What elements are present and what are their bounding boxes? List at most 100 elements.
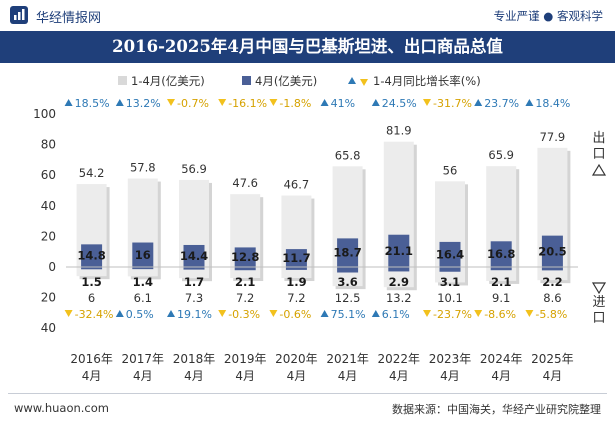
import-growth-down-arrow-icon bbox=[474, 310, 483, 317]
import-growth-up-arrow-icon bbox=[371, 310, 380, 317]
export-april-bar bbox=[388, 234, 410, 267]
import-april-value: 2.2 bbox=[542, 275, 562, 289]
import-cumulative-bar bbox=[127, 267, 158, 277]
import-growth-rate: 0.5% bbox=[126, 308, 154, 321]
export-growth-rate: -16.1% bbox=[228, 97, 267, 110]
import-april-value: 2.1 bbox=[235, 275, 255, 289]
y-tick-label: 100 bbox=[33, 107, 56, 121]
x-category-label: 4月 bbox=[338, 369, 358, 383]
export-april-value: 20.5 bbox=[538, 244, 566, 258]
import-growth-rate: -0.6% bbox=[279, 308, 311, 321]
import-april-bar bbox=[490, 267, 512, 271]
chart: 1-4月(亿美元) 4月(亿美元) 1-4月同比增长率(%)100806040200… bbox=[33, 74, 607, 383]
x-category-label: 4月 bbox=[133, 369, 153, 383]
footer-divider bbox=[8, 393, 607, 394]
export-april-value: 14.4 bbox=[180, 249, 208, 263]
export-growth-rate: -0.7% bbox=[177, 97, 209, 110]
import-growth-down-arrow-icon bbox=[423, 310, 431, 317]
export-cumulative-value: 54.2 bbox=[79, 166, 105, 180]
export-cumulative-value: 56 bbox=[443, 163, 458, 177]
import-april-value: 3.6 bbox=[337, 275, 357, 289]
import-growth-rate: 75.1% bbox=[331, 308, 366, 321]
export-april-value: 16.8 bbox=[487, 247, 515, 261]
import-cumulative-value: 9.1 bbox=[492, 291, 510, 305]
import-april-bar bbox=[439, 267, 461, 272]
legend-label-april: 4月(亿美元) bbox=[255, 74, 317, 88]
import-cumulative-value: 10.1 bbox=[437, 291, 463, 305]
export-growth-up-arrow-icon bbox=[115, 99, 124, 106]
import-april-value: 3.1 bbox=[440, 275, 460, 289]
export-growth-up-arrow-icon bbox=[320, 99, 329, 106]
import-growth-up-arrow-icon bbox=[320, 310, 329, 317]
legend-label-growth: 1-4月同比增长率(%) bbox=[373, 74, 481, 88]
export-april-value: 11.7 bbox=[282, 251, 310, 265]
import-april-bar bbox=[337, 267, 359, 273]
import-growth-rate: -8.6% bbox=[484, 308, 516, 321]
export-april-value: 16 bbox=[135, 248, 151, 262]
x-category-label: 4月 bbox=[82, 369, 102, 383]
import-cumulative-value: 7.3 bbox=[185, 291, 203, 305]
export-growth-rate: 18.5% bbox=[75, 97, 110, 110]
x-category-label: 2020年 bbox=[275, 352, 318, 366]
export-april-bar bbox=[132, 242, 154, 267]
import-cumulative-bar bbox=[230, 267, 261, 279]
export-cumulative-value: 46.7 bbox=[284, 178, 310, 192]
y-tick-label: 0 bbox=[48, 260, 56, 274]
x-category-label: 4月 bbox=[235, 369, 255, 383]
x-category-label: 4月 bbox=[389, 369, 409, 383]
export-cumulative-value: 81.9 bbox=[386, 124, 412, 138]
export-cumulative-value: 56.9 bbox=[181, 162, 207, 176]
export-april-value: 14.8 bbox=[77, 249, 105, 263]
export-growth-down-arrow-icon bbox=[269, 99, 278, 106]
legend-down-arrow-icon bbox=[360, 79, 368, 86]
export-cumulative-value: 57.8 bbox=[130, 161, 156, 175]
import-cumulative-value: 7.2 bbox=[236, 291, 254, 305]
export-april-bar bbox=[234, 247, 256, 267]
export-growth-up-arrow-icon bbox=[525, 99, 534, 106]
legend-up-arrow-icon bbox=[348, 77, 356, 84]
import-cumulative-value: 13.2 bbox=[386, 291, 412, 305]
x-category-label: 4月 bbox=[184, 369, 204, 383]
footer-website[interactable]: www.huaon.com bbox=[14, 401, 109, 415]
x-category-label: 2017年 bbox=[122, 352, 165, 366]
import-april-value: 1.5 bbox=[81, 275, 101, 289]
export-growth-rate: -1.8% bbox=[279, 97, 311, 110]
x-category-label: 4月 bbox=[440, 369, 460, 383]
y-tick-label: 20 bbox=[41, 229, 56, 243]
x-category-label: 2025年 bbox=[531, 352, 574, 366]
side-label-export-char: 口 bbox=[592, 147, 605, 162]
import-april-value: 2.1 bbox=[491, 275, 511, 289]
export-growth-rate: 13.2% bbox=[126, 97, 161, 110]
x-category-label: 2021年 bbox=[326, 352, 369, 366]
import-april-bar bbox=[81, 267, 103, 270]
import-cumulative-bar bbox=[486, 267, 517, 281]
x-category-label: 4月 bbox=[287, 369, 307, 383]
slogan: 专业严谨 ● 客观科学 bbox=[493, 9, 603, 23]
export-april-bar bbox=[439, 241, 461, 267]
import-growth-down-arrow-icon bbox=[64, 310, 73, 317]
import-growth-down-arrow-icon bbox=[269, 310, 278, 317]
import-growth-up-arrow-icon bbox=[167, 310, 175, 317]
export-april-bar bbox=[183, 244, 205, 267]
import-april-bar bbox=[234, 267, 256, 271]
y-tick-label: 60 bbox=[41, 168, 56, 182]
import-cumulative-bar bbox=[281, 267, 312, 279]
chart-title: 2016-2025年4月中国与巴基斯坦进、出口商品总值 bbox=[112, 37, 503, 56]
import-april-value: 1.7 bbox=[184, 275, 204, 289]
import-april-value: 1.4 bbox=[133, 275, 153, 289]
import-april-bar bbox=[541, 267, 563, 271]
import-growth-rate: -23.7% bbox=[433, 308, 472, 321]
import-april-bar bbox=[285, 267, 307, 270]
x-category-label: 2016年 bbox=[70, 352, 113, 366]
export-growth-rate: 41% bbox=[331, 97, 355, 110]
import-growth-down-arrow-icon bbox=[218, 310, 227, 317]
export-growth-rate: 24.5% bbox=[382, 97, 417, 110]
export-april-value: 12.8 bbox=[231, 250, 259, 264]
export-growth-down-arrow-icon bbox=[167, 99, 175, 106]
export-april-value: 21.1 bbox=[385, 244, 413, 258]
import-growth-rate: -5.8% bbox=[535, 308, 567, 321]
y-tick-label: 80 bbox=[41, 138, 56, 152]
export-cumulative-value: 65.8 bbox=[335, 148, 361, 162]
export-cumulative-value: 47.6 bbox=[232, 176, 258, 190]
side-label-import-char: 进 bbox=[592, 295, 605, 310]
